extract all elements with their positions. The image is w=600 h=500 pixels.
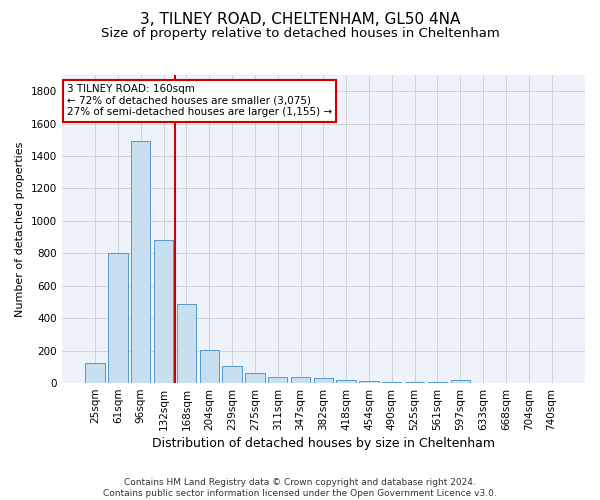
Bar [85,363,105,383]
Bar [382,382,401,383]
Bar [154,240,173,383]
X-axis label: Distribution of detached houses by size in Cheltenham: Distribution of detached houses by size … [152,437,495,450]
Text: Contains HM Land Registry data © Crown copyright and database right 2024.
Contai: Contains HM Land Registry data © Crown c… [103,478,497,498]
Bar [268,376,287,383]
Bar [223,366,242,383]
Bar [291,378,310,383]
Text: 3, TILNEY ROAD, CHELTENHAM, GL50 4NA: 3, TILNEY ROAD, CHELTENHAM, GL50 4NA [140,12,460,28]
Text: 3 TILNEY ROAD: 160sqm
← 72% of detached houses are smaller (3,075)
27% of semi-d: 3 TILNEY ROAD: 160sqm ← 72% of detached … [67,84,332,117]
Bar [428,382,447,383]
Bar [245,372,265,383]
Bar [451,380,470,383]
Bar [108,254,128,383]
Bar [200,350,219,383]
Text: Size of property relative to detached houses in Cheltenham: Size of property relative to detached ho… [101,28,499,40]
Bar [359,382,379,383]
Bar [337,380,356,383]
Bar [314,378,333,383]
Y-axis label: Number of detached properties: Number of detached properties [15,142,25,316]
Bar [177,304,196,383]
Bar [405,382,424,383]
Bar [131,142,151,383]
